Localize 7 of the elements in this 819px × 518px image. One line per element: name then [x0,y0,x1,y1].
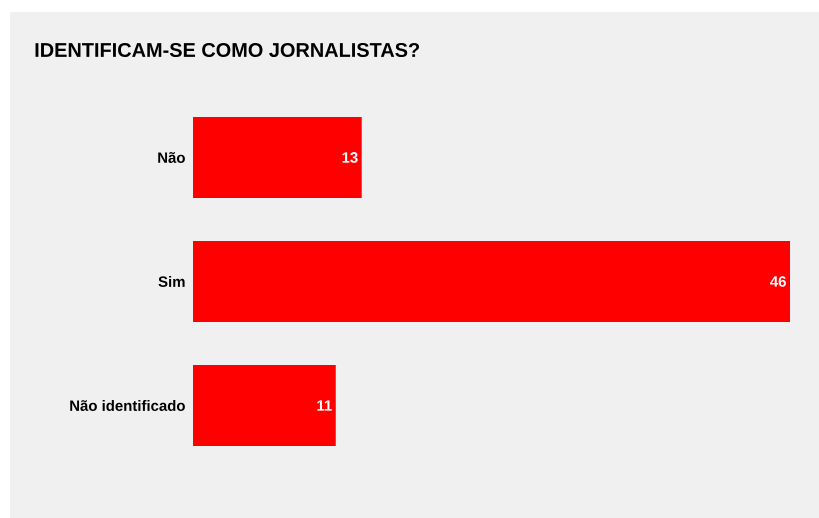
y-tick-label: Não [158,152,185,163]
data-label: 11 [317,400,332,411]
y-tick-label: Sim [158,276,185,287]
chart-title: IDENTIFICAM-SE COMO JORNALISTAS? [36,42,420,58]
y-tick-label: Não identificado [70,400,185,411]
data-label: 13 [342,152,358,163]
data-label: 46 [770,276,786,287]
